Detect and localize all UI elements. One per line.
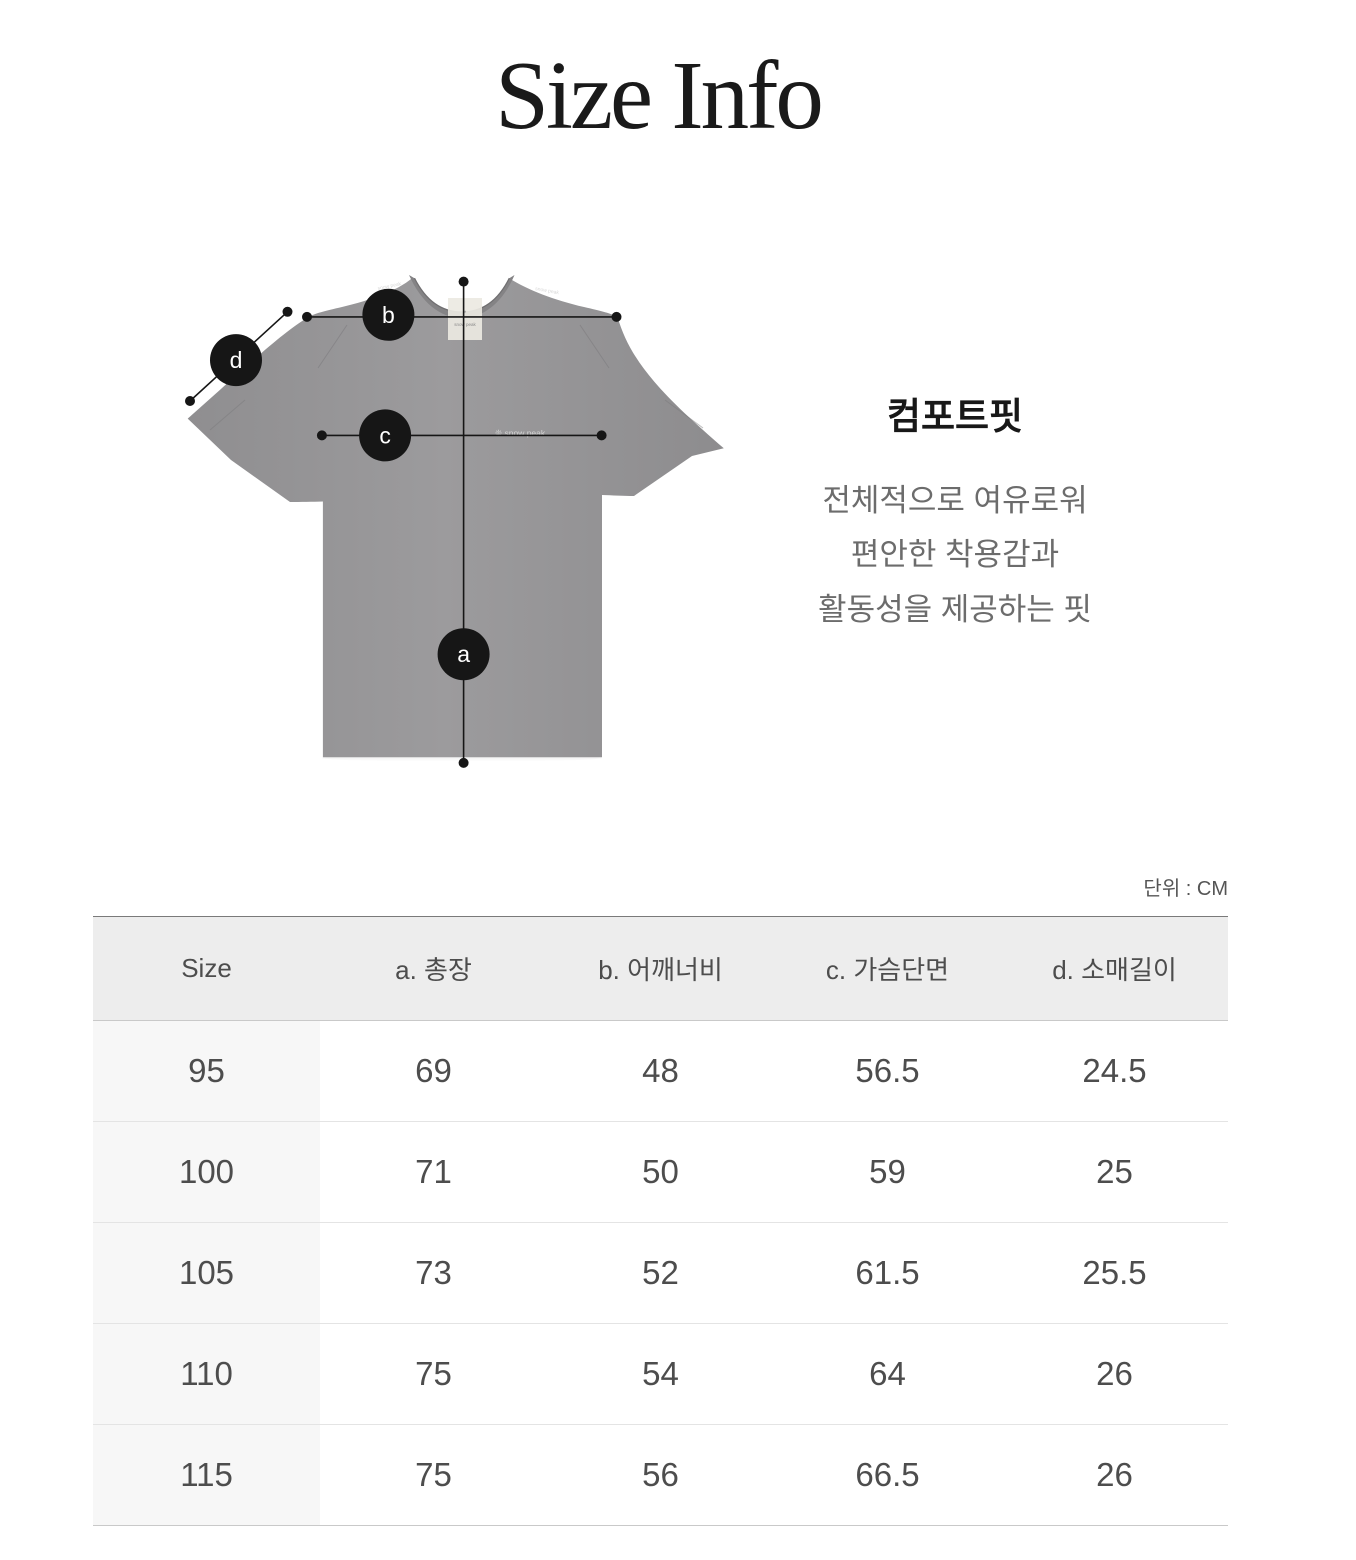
svg-text:a: a bbox=[457, 641, 470, 667]
svg-text:c: c bbox=[379, 422, 391, 448]
svg-text:❊ snow peak: ❊ snow peak bbox=[495, 428, 546, 438]
svg-text:d: d bbox=[230, 347, 243, 373]
svg-text:snow peak: snow peak bbox=[454, 322, 476, 327]
svg-text:b: b bbox=[382, 302, 395, 328]
